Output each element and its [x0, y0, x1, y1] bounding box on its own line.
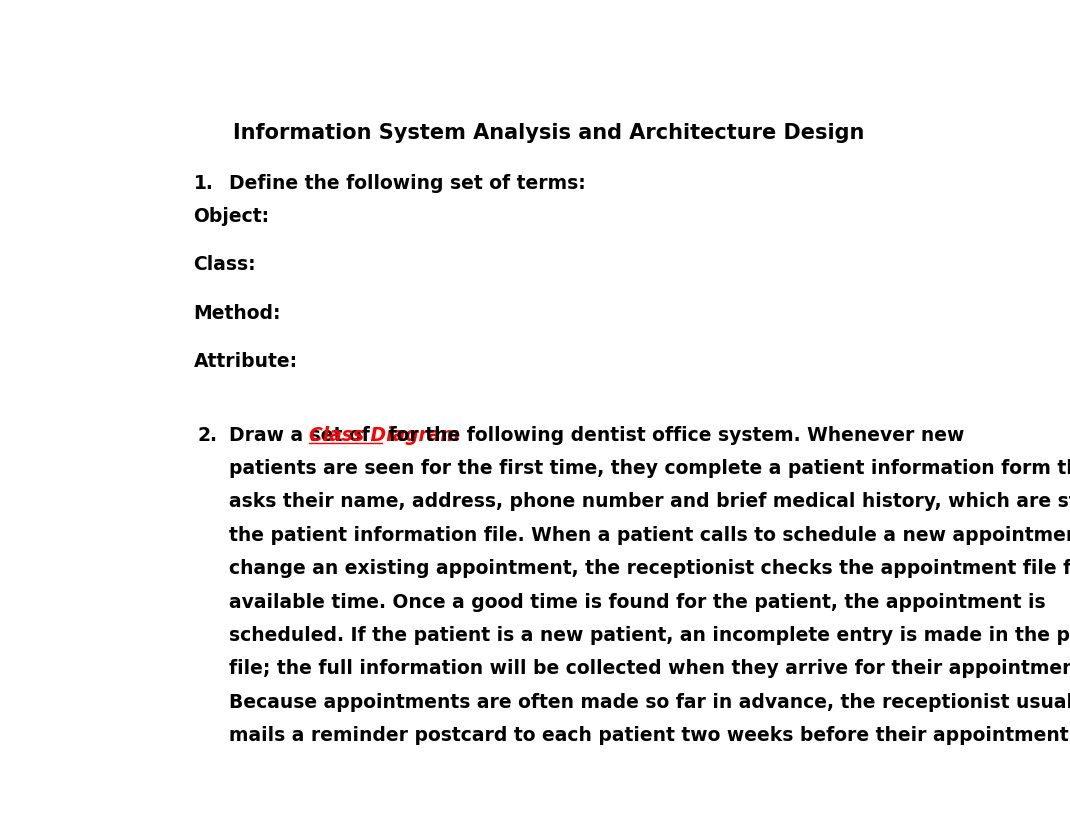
Text: mails a reminder postcard to each patient two weeks before their appointment: mails a reminder postcard to each patien…: [229, 726, 1069, 746]
Text: for the following dentist office system. Whenever new: for the following dentist office system.…: [382, 425, 965, 445]
Text: the patient information file. When a patient calls to schedule a new appointment: the patient information file. When a pat…: [229, 526, 1070, 545]
Text: change an existing appointment, the receptionist checks the appointment file for: change an existing appointment, the rece…: [229, 560, 1070, 578]
Text: file; the full information will be collected when they arrive for their appointm: file; the full information will be colle…: [229, 660, 1070, 678]
Text: Define the following set of terms:: Define the following set of terms:: [229, 174, 586, 193]
Text: Class Diagram: Class Diagram: [308, 425, 459, 445]
Text: Method:: Method:: [194, 304, 281, 323]
Text: scheduled. If the patient is a new patient, an incomplete entry is made in the p: scheduled. If the patient is a new patie…: [229, 626, 1070, 645]
Text: Information System Analysis and Architecture Design: Information System Analysis and Architec…: [232, 123, 865, 143]
Text: Because appointments are often made so far in advance, the receptionist usually: Because appointments are often made so f…: [229, 693, 1070, 711]
Text: Object:: Object:: [194, 208, 270, 226]
Text: Draw a set of: Draw a set of: [229, 425, 377, 445]
Text: Attribute:: Attribute:: [194, 352, 297, 371]
Text: asks their name, address, phone number and brief medical history, which are stor: asks their name, address, phone number a…: [229, 492, 1070, 511]
Text: Class:: Class:: [194, 255, 256, 274]
Text: patients are seen for the first time, they complete a patient information form t: patients are seen for the first time, th…: [229, 459, 1070, 478]
Text: 2.: 2.: [198, 425, 217, 445]
Text: available time. Once a good time is found for the patient, the appointment is: available time. Once a good time is foun…: [229, 593, 1045, 611]
Text: 1.: 1.: [194, 174, 213, 193]
